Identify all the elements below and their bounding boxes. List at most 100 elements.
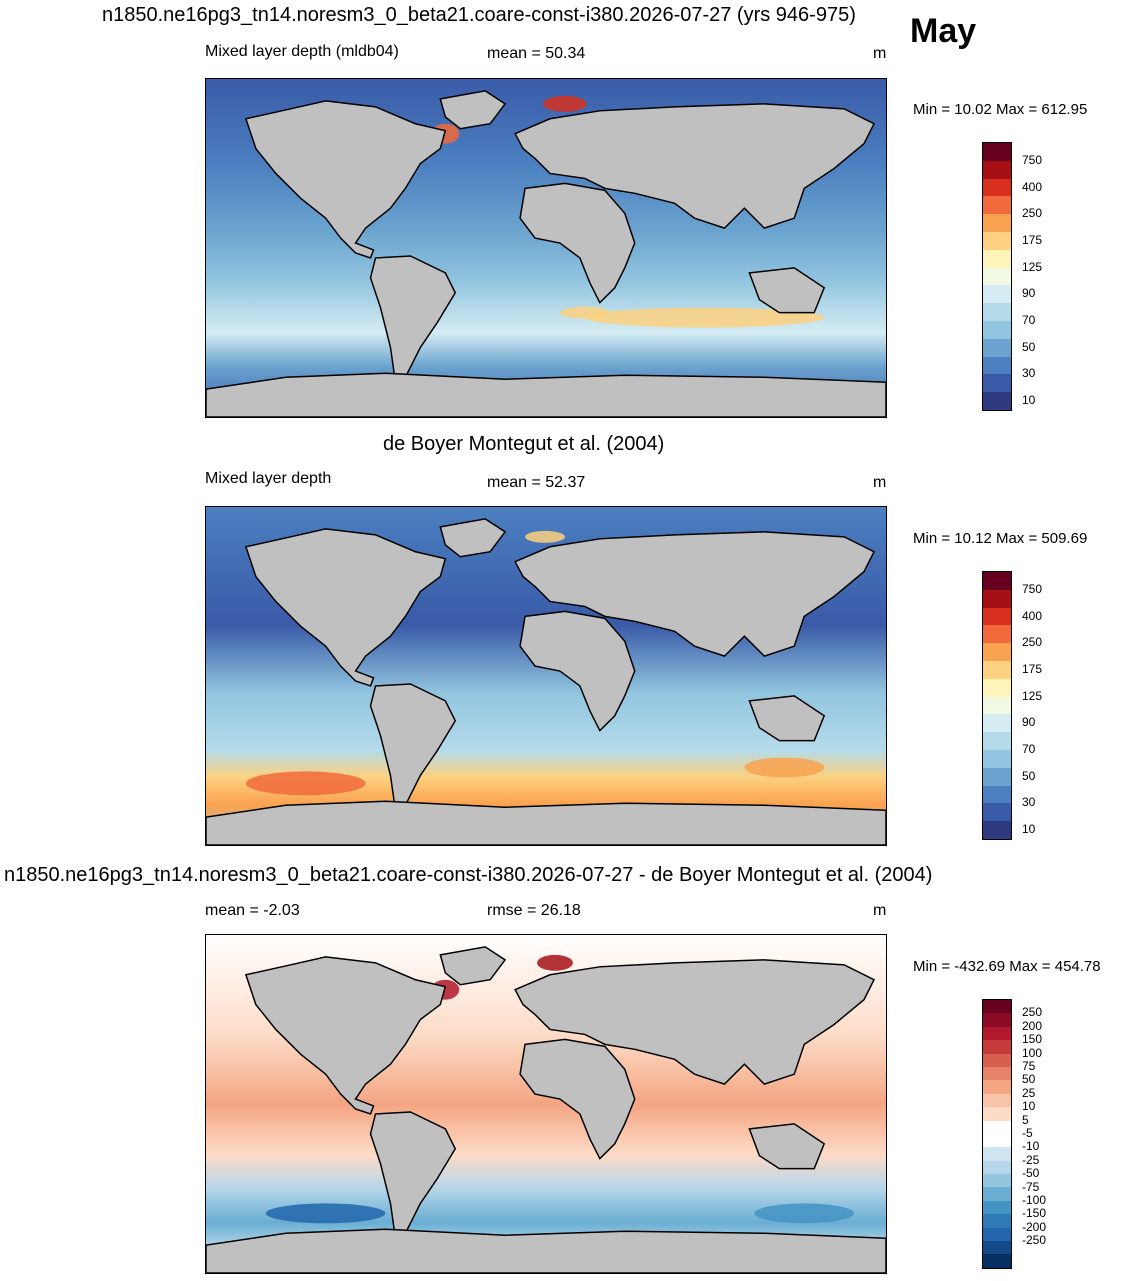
colorbar-swatch [983,196,1011,215]
colorbar-swatch [983,1241,1011,1255]
colorbar-swatch [983,1107,1011,1121]
colorbar-swatch [983,1227,1011,1242]
panel1-colorbar [982,142,1012,411]
field-anomaly [559,306,610,319]
colorbar-tick-label: 75 [1022,1059,1036,1073]
colorbar-swatch [983,1200,1011,1215]
colorbar-tick-label: 125 [1022,688,1043,703]
landmass [244,528,447,687]
month-label: May [910,12,977,50]
colorbar-swatch [983,589,1011,608]
colorbar-swatch [983,143,1011,161]
colorbar-swatch [983,1160,1011,1175]
panel1-map [205,78,887,418]
panel3-minmax: Min = -432.69 Max = 454.78 [913,958,1101,975]
colorbar-tick-label: 750 [1022,581,1043,596]
colorbar-swatch [983,338,1011,357]
colorbar-swatch [983,785,1011,804]
colorbar-swatch [983,392,1011,410]
colorbar-tick-label: 750 [1022,152,1043,167]
panel2-mean-label: mean = 52.37 [487,474,586,491]
landmass [206,800,886,845]
colorbar-tick-label: -100 [1022,1193,1047,1207]
colorbar-tick-label: 90 [1022,286,1036,301]
colorbar-tick-label: 150 [1022,1032,1043,1047]
landmass [206,372,886,417]
landmass [748,267,826,314]
landmass [369,683,457,812]
colorbar-swatch [983,285,1011,304]
colorbar-swatch [983,572,1011,590]
colorbar-swatch [983,803,1011,822]
landmass [514,103,876,229]
colorbar-tick-label: 50 [1022,339,1036,354]
colorbar-swatch [983,643,1011,661]
colorbar-swatch [983,696,1011,715]
colorbar-tick-label: 10 [1022,1099,1036,1114]
field-anomaly [584,307,825,328]
colorbar-tick-label: 50 [1022,1072,1036,1087]
panel2-units: m [873,474,887,491]
colorbar-swatch [983,1174,1011,1188]
colorbar-tick-label: 400 [1022,179,1043,194]
colorbar-tick-label: 70 [1022,313,1036,327]
colorbar-tick-label: 400 [1022,608,1043,623]
colorbar-swatch [983,1093,1011,1108]
landmass [519,182,636,304]
colorbar-swatch [983,1120,1011,1134]
colorbar-tick-label: 200 [1022,1018,1043,1033]
panel2-map [205,506,887,846]
panel3-units: m [873,902,887,919]
colorbar-swatch [983,660,1011,679]
panel3-title: n1850.ne16pg3_tn14.noresm3_0_beta21.coar… [4,864,933,886]
colorbar-tick-label: -250 [1022,1233,1047,1248]
colorbar-swatch [983,178,1011,197]
colorbar-swatch [983,1053,1011,1067]
colorbar-tick-label: -50 [1022,1166,1040,1181]
colorbar-tick-label: 5 [1022,1112,1029,1127]
panel3-map [205,934,887,1274]
colorbar-tick-label: -10 [1022,1139,1040,1154]
colorbar-tick-label: 70 [1022,742,1036,756]
landmass [439,946,507,986]
panel1-minmax: Min = 10.02 Max = 612.95 [913,101,1088,118]
colorbar-tick-label: -150 [1022,1206,1047,1221]
colorbar-swatch [983,303,1011,321]
landmass [439,518,507,558]
colorbar-tick-label: 125 [1022,259,1043,274]
field-anomaly [543,95,587,112]
colorbar-swatch [983,714,1011,733]
field-anomaly [265,1203,386,1224]
colorbar-swatch [983,320,1011,339]
landmass [514,959,876,1085]
colorbar-swatch [983,249,1011,268]
landmass [206,1228,886,1273]
panel2-colorbar [982,571,1012,840]
panel2-title: de Boyer Montegut et al. (2004) [383,433,665,455]
landmass [748,695,826,742]
panel3-mean-label: mean = -2.03 [205,902,300,919]
colorbar-tick-label: 50 [1022,768,1036,783]
colorbar-swatch [983,160,1011,179]
panel1-mean-label: mean = 50.34 [487,45,586,62]
colorbar-tick-label: 10 [1022,822,1036,837]
colorbar-swatch [983,214,1011,232]
colorbar-swatch [983,1066,1011,1081]
landmass [244,956,447,1115]
colorbar-swatch [983,1187,1011,1201]
colorbar-swatch [983,749,1011,768]
landmass [514,531,876,657]
landmass [369,1111,457,1240]
panel1-units: m [873,45,887,62]
colorbar-swatch [983,267,1011,286]
colorbar-tick-label: 175 [1022,661,1043,676]
panel3-colorbar [982,999,1012,1269]
colorbar-tick-label: 30 [1022,366,1036,381]
colorbar-swatch [983,625,1011,644]
colorbar-tick-label: 10 [1022,393,1036,408]
landmass [244,100,447,259]
colorbar-swatch [983,767,1011,786]
colorbar-swatch [983,1040,1011,1054]
colorbar-tick-label: 250 [1022,1005,1043,1020]
colorbar-swatch [983,356,1011,375]
